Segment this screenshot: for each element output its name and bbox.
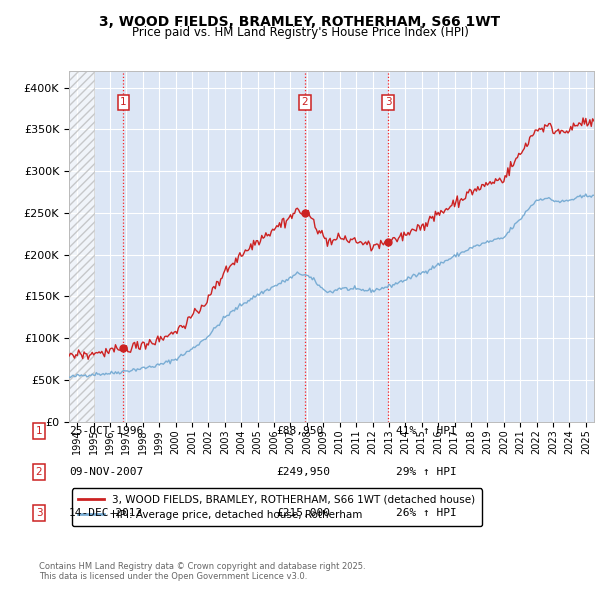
Legend: 3, WOOD FIELDS, BRAMLEY, ROTHERHAM, S66 1WT (detached house), HPI: Average price: 3, WOOD FIELDS, BRAMLEY, ROTHERHAM, S66 … bbox=[71, 489, 482, 526]
Text: 26% ↑ HPI: 26% ↑ HPI bbox=[396, 509, 457, 518]
Text: 3, WOOD FIELDS, BRAMLEY, ROTHERHAM, S66 1WT: 3, WOOD FIELDS, BRAMLEY, ROTHERHAM, S66 … bbox=[100, 15, 500, 30]
Text: 09-NOV-2007: 09-NOV-2007 bbox=[69, 467, 143, 477]
Text: 29% ↑ HPI: 29% ↑ HPI bbox=[396, 467, 457, 477]
Text: 1: 1 bbox=[35, 426, 43, 435]
Text: 3: 3 bbox=[35, 509, 43, 518]
Text: 2: 2 bbox=[35, 467, 43, 477]
Text: £215,000: £215,000 bbox=[276, 509, 330, 518]
Text: 1: 1 bbox=[120, 97, 127, 107]
Text: 25-OCT-1996: 25-OCT-1996 bbox=[69, 426, 143, 435]
Text: 3: 3 bbox=[385, 97, 392, 107]
Text: 14-DEC-2012: 14-DEC-2012 bbox=[69, 509, 143, 518]
Text: Price paid vs. HM Land Registry's House Price Index (HPI): Price paid vs. HM Land Registry's House … bbox=[131, 26, 469, 39]
Text: £88,950: £88,950 bbox=[276, 426, 323, 435]
Text: Contains HM Land Registry data © Crown copyright and database right 2025.
This d: Contains HM Land Registry data © Crown c… bbox=[39, 562, 365, 581]
Bar bbox=[69, 71, 94, 422]
Text: £249,950: £249,950 bbox=[276, 467, 330, 477]
Text: 2: 2 bbox=[301, 97, 308, 107]
Text: 41% ↑ HPI: 41% ↑ HPI bbox=[396, 426, 457, 435]
